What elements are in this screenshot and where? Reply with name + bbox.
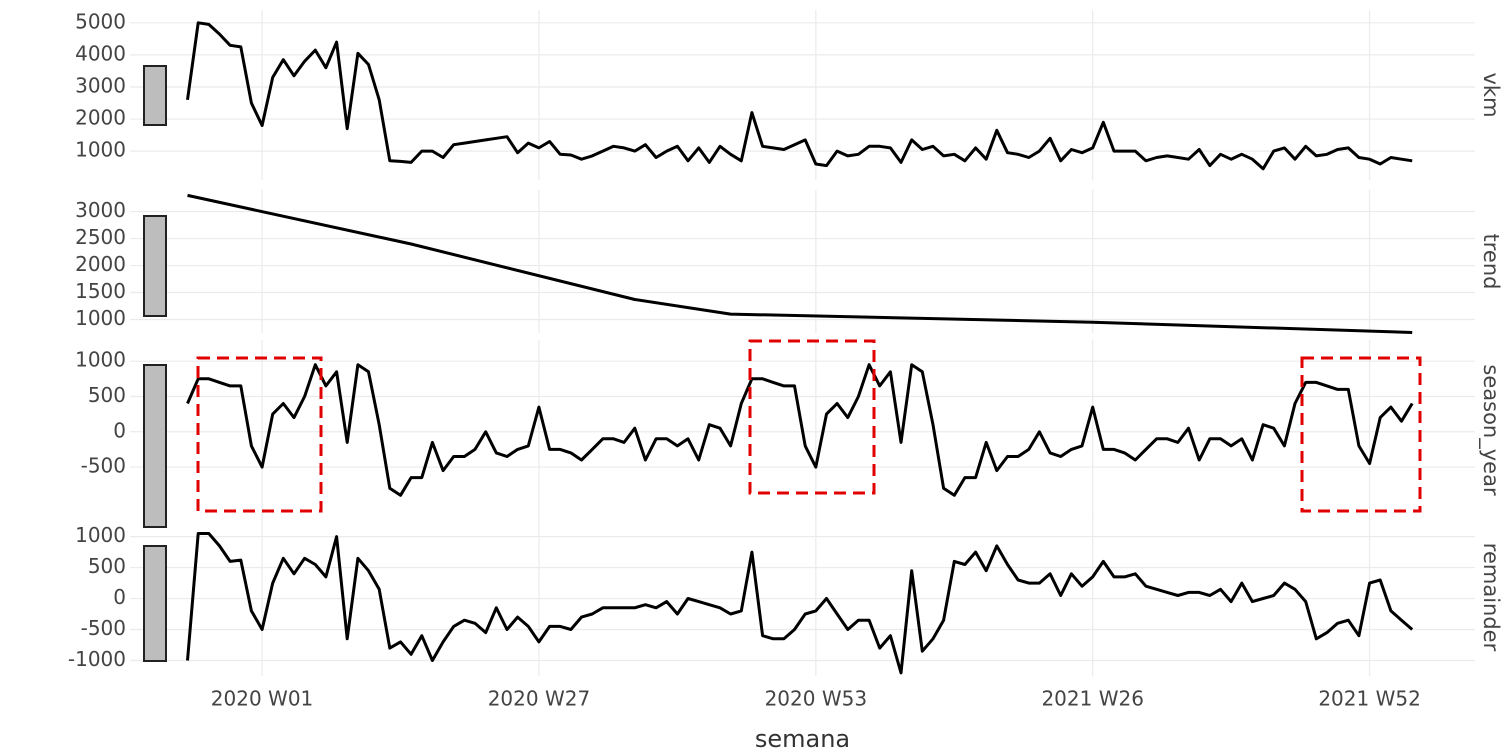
x-tick-label: 2020 W01 [211, 687, 313, 711]
y-tick-label: 500 [88, 383, 126, 407]
y-tick-label: 500 [88, 554, 126, 578]
scale-bar [143, 65, 167, 126]
x-axis-label: semana [755, 725, 850, 753]
line [186, 532, 1414, 675]
y-tick-label: 2000 [75, 252, 126, 276]
panel-label: vkm [1479, 72, 1503, 117]
line [186, 363, 1414, 497]
scale-bar [143, 215, 167, 317]
highlight-boxes [196, 339, 1422, 513]
grid [130, 10, 1475, 676]
y-tick-label: 5000 [75, 9, 126, 33]
x-tick-label: 2021 W26 [1041, 687, 1143, 711]
y-tick-label: 0 [113, 585, 126, 609]
plots [186, 21, 1414, 675]
y-tick-label: 2500 [75, 225, 126, 249]
scale-bar [143, 364, 167, 528]
y-tick-label: 2000 [75, 106, 126, 130]
y-tick-label: -500 [81, 616, 126, 640]
highlight-box [748, 339, 876, 495]
y-tick-label: 1000 [75, 523, 126, 547]
y-tick-label: 1000 [75, 348, 126, 372]
panel-label: season_year [1478, 364, 1503, 496]
y-tick-label: 3000 [75, 73, 126, 97]
y-tick-label: 1000 [75, 138, 126, 162]
x-tick-label: 2020 W27 [488, 687, 590, 711]
scale-bar [143, 545, 167, 662]
panel-label: trend [1479, 234, 1503, 290]
y-tick-label: -500 [81, 454, 126, 478]
scale-bars [143, 65, 167, 662]
line [186, 21, 1413, 171]
highlight-box [1300, 356, 1422, 513]
y-tick-label: 0 [113, 418, 126, 442]
y-tick-label: 4000 [75, 41, 126, 65]
highlight-box [196, 356, 323, 513]
x-tick-label: 2020 W53 [765, 687, 867, 711]
y-tick-label: -1000 [68, 647, 126, 671]
panel-label: remainder [1479, 543, 1503, 652]
y-tick-label: 1500 [75, 279, 126, 303]
x-tick-label: 2021 W52 [1318, 687, 1420, 711]
y-tick-label: 3000 [75, 198, 126, 222]
line [187, 193, 1413, 334]
y-tick-label: 1000 [75, 306, 126, 330]
